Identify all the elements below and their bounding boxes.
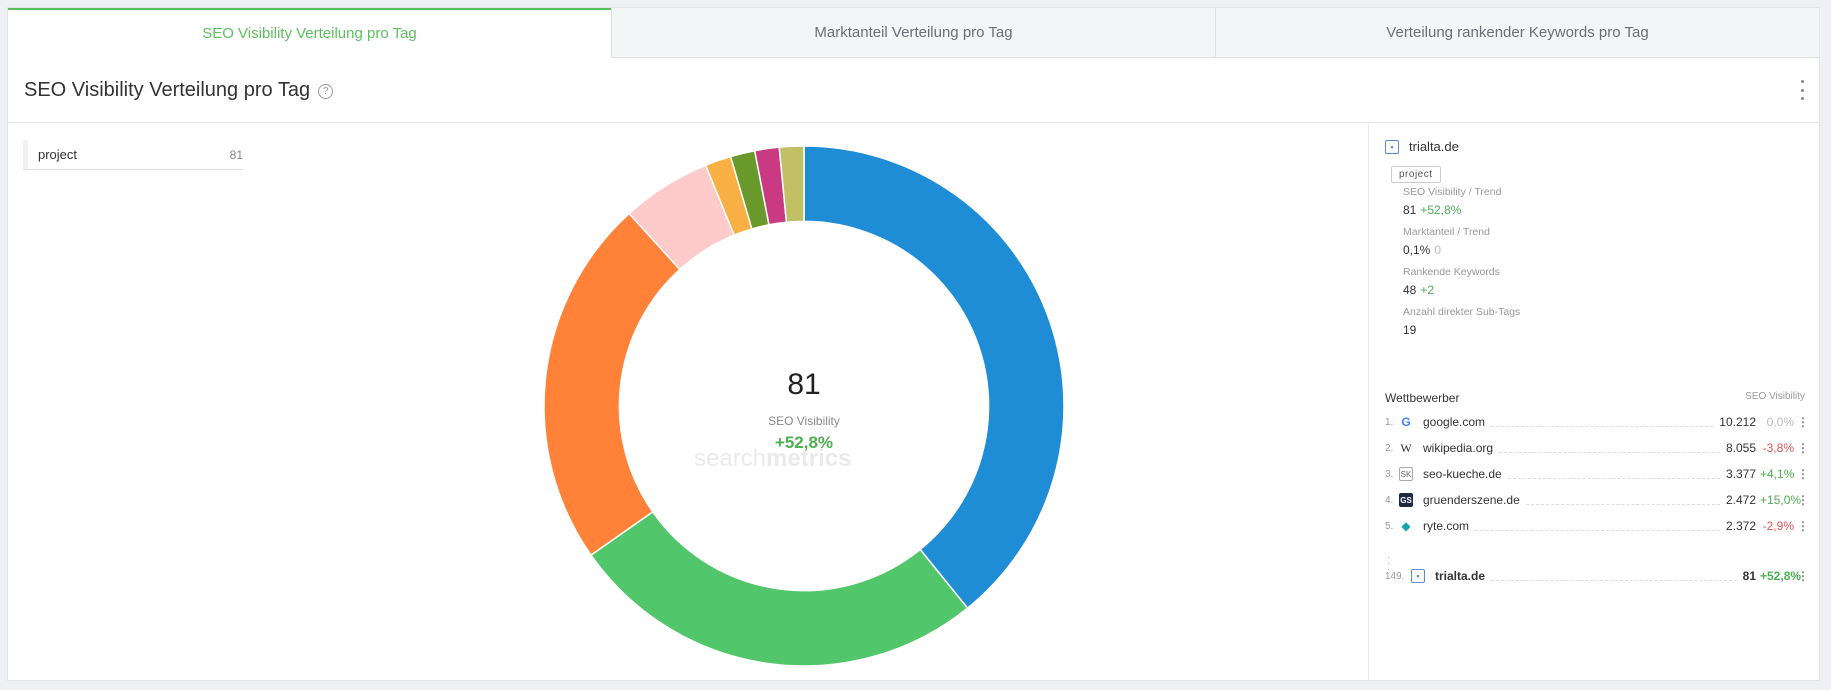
page-title: SEO Visibility Verteilung pro Tag [24, 78, 311, 101]
tab-keywords[interactable]: Verteilung rankender Keywords pro Tag [1215, 8, 1819, 57]
own-domain-row[interactable]: 149. ▪ trialta.de 81 +52,8% ⋮ [1385, 569, 1809, 583]
donut-slice-2[interactable] [589, 510, 969, 667]
more-icon[interactable]: ⋮ [1797, 415, 1809, 429]
donut-slice-1[interactable] [803, 145, 1065, 610]
help-icon[interactable]: ? [318, 83, 334, 99]
more-menu-icon[interactable] [1799, 80, 1805, 100]
more-icon[interactable]: ⋮ [1797, 519, 1809, 533]
project-tag[interactable]: project [1391, 166, 1441, 183]
more-icon[interactable]: ⋮ [1797, 467, 1809, 481]
wikipedia-icon: W [1400, 440, 1412, 455]
detail-panel: ▪ trialta.de project SEO Visibility / Tr… [1368, 123, 1820, 680]
donut-slice-3[interactable] [543, 212, 681, 557]
content-card: SEO Visibility Verteilung pro Tag Markta… [7, 7, 1820, 681]
tab-seo-visibility[interactable]: SEO Visibility Verteilung pro Tag [8, 8, 611, 58]
tag-name: project [38, 147, 78, 162]
kpi-marktanteil: Marktanteil / Trend 0,1% 0 [1403, 226, 1490, 257]
ryte-icon: ◆ [1401, 519, 1411, 533]
trialta-icon: ▪ [1385, 139, 1399, 154]
center-value: 81 [787, 368, 821, 401]
donut-slice-8[interactable] [778, 145, 805, 224]
competitor-row[interactable]: 2. W wikipedia.org 8.055 -3,8% ⋮ [1385, 440, 1809, 456]
tab-marktanteil[interactable]: Marktanteil Verteilung pro Tag [611, 8, 1215, 57]
more-icon[interactable]: ⋮ [1797, 493, 1809, 507]
kpi-sub-tags: Anzahl direkter Sub-Tags 19 [1403, 306, 1521, 337]
tag-list-item[interactable]: project 81 [23, 140, 243, 170]
google-icon: G [1401, 415, 1411, 429]
center-trend: +52,8% [774, 433, 834, 452]
tag-count: 81 [229, 147, 243, 162]
gruenderszene-icon: GS [1399, 493, 1413, 507]
competitor-row[interactable]: 4. GS gruenderszene.de 2.472 +15,0% ⋮ [1385, 493, 1809, 507]
competitors-header: Wettbewerber SEO Visibility [1385, 391, 1805, 405]
donut-chart [543, 145, 1065, 667]
more-icon[interactable]: ⋮ [1797, 441, 1809, 455]
more-icon[interactable]: ⋮ [1797, 569, 1809, 583]
center-label: SEO Visibility [768, 414, 840, 428]
kpi-rankende-keywords: Rankende Keywords 48 +2 [1403, 266, 1500, 297]
domain-name: trialta.de [1409, 139, 1459, 154]
competitor-row[interactable]: 3. SK seo-kueche.de 3.377 +4,1% ⋮ [1385, 467, 1809, 481]
searchmetrics-watermark: search metrics [694, 445, 852, 472]
list-gap-ellipsis: · · · [1387, 552, 1391, 575]
domain-header: ▪ trialta.de [1385, 139, 1459, 154]
competitor-row[interactable]: 1. G google.com 10.212 0,0% ⋮ [1385, 415, 1809, 429]
seo-kueche-icon: SK [1399, 467, 1413, 481]
kpi-seo-visibility: SEO Visibility / Trend 81 +52,8% [1403, 186, 1502, 217]
chart-body: project 81 search metrics 81 SEO Visibili… [8, 123, 1819, 680]
competitor-row[interactable]: 5. ◆ ryte.com 2.372 -2,9% ⋮ [1385, 519, 1809, 533]
widget-header: SEO Visibility Verteilung pro Tag ? [8, 58, 1819, 123]
tab-bar: SEO Visibility Verteilung pro Tag Markta… [8, 8, 1819, 58]
trialta-icon: ▪ [1411, 569, 1425, 583]
